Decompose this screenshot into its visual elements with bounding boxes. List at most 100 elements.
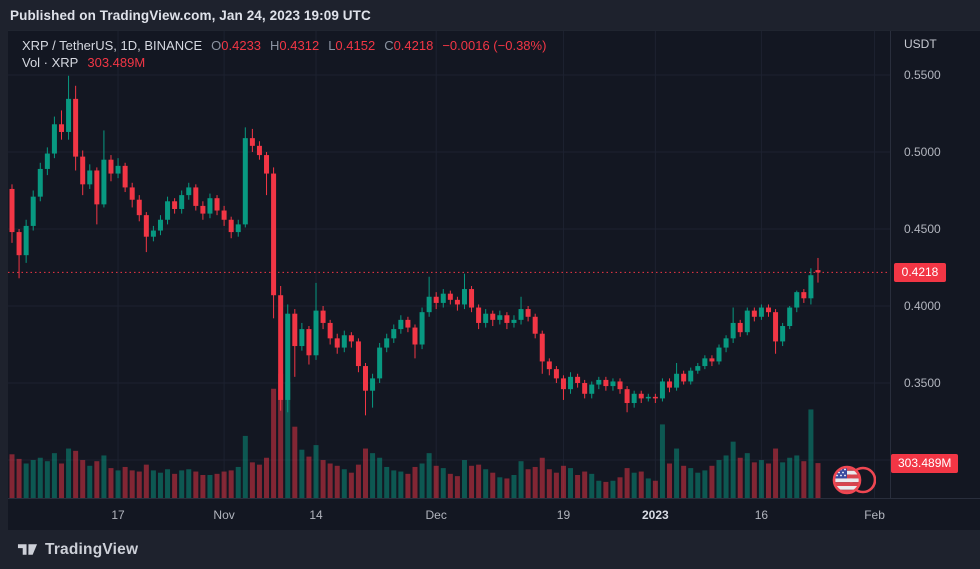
volume-bar <box>808 409 814 498</box>
volume-bar <box>214 473 220 498</box>
candle-body <box>235 224 241 233</box>
price-pane[interactable] <box>8 31 890 498</box>
price-axis-label: 0.3500 <box>904 376 941 390</box>
volume-bar <box>207 475 213 498</box>
volume-bar <box>589 473 595 498</box>
volume-bar <box>483 469 489 498</box>
candle-body <box>469 289 475 308</box>
tradingview-logo-text: TradingView <box>45 540 139 558</box>
volume-bar <box>306 456 312 498</box>
volume-bar <box>575 475 581 498</box>
volume-bar <box>497 477 503 498</box>
volume-bar <box>553 472 559 498</box>
volume-bar <box>235 466 241 498</box>
volume-bar <box>363 448 368 498</box>
candle-body <box>412 327 418 345</box>
candle-body <box>115 165 121 174</box>
volume-bar <box>256 464 262 498</box>
candle-body <box>256 145 262 156</box>
volume-badge: 303.489M <box>891 453 959 473</box>
volume-bar <box>780 462 786 498</box>
volume-bar <box>108 468 114 498</box>
volume-bar <box>674 448 680 498</box>
volume-bar <box>667 463 673 498</box>
volume-bar <box>596 480 602 498</box>
candle-body <box>73 98 79 157</box>
candle-body <box>780 326 786 342</box>
candle-body <box>348 335 354 342</box>
candle-body <box>377 347 383 379</box>
time-axis-label: Feb <box>864 508 885 522</box>
volume-bar <box>645 478 651 498</box>
volume-bar <box>398 471 404 498</box>
time-axis[interactable]: 17 Nov 14 Dec 19 2023 16 Feb <box>8 498 980 532</box>
quote-currency-label: USDT <box>904 37 937 51</box>
volume-bar <box>377 457 383 498</box>
candle-body <box>264 155 270 174</box>
candle-body <box>313 310 319 356</box>
candle-body <box>773 312 779 342</box>
candle-body <box>787 307 793 327</box>
volume-bar <box>143 464 149 498</box>
candle-body <box>186 187 192 196</box>
candle-body <box>575 376 581 383</box>
candle-body <box>292 313 298 347</box>
candle-body <box>631 393 637 404</box>
volume-bar <box>30 460 36 498</box>
volume-bar <box>193 471 199 498</box>
chart-legend: XRP / TetherUS, 1D, BINANCE O0.4233 H0.431… <box>22 37 546 71</box>
tradingview-logo[interactable]: TradingView <box>17 540 138 559</box>
candle-body <box>765 307 771 313</box>
candle-body <box>808 275 814 299</box>
volume-bar <box>688 468 694 498</box>
volume-bar <box>355 464 361 498</box>
volume-bar <box>631 472 637 498</box>
volume-bar <box>518 461 524 498</box>
volume-bar <box>51 453 57 498</box>
price-axis[interactable]: USDT 0.5500 0.5000 0.4500 0.4000 0.3500 0.42… <box>890 31 980 498</box>
price-axis-label: 0.4500 <box>904 222 941 236</box>
candle-body <box>667 381 673 388</box>
volume-bar <box>730 441 736 498</box>
candle-body <box>681 373 687 382</box>
chart-container[interactable]: XRP / TetherUS, 1D, BINANCE O0.4233 H0.431… <box>8 30 980 531</box>
volume-bar <box>723 455 729 498</box>
volume-bar <box>511 475 517 498</box>
candle-body <box>702 358 708 367</box>
candle-body <box>87 170 93 185</box>
time-axis-label: 17 <box>111 508 125 522</box>
candle-body <box>391 329 397 339</box>
volume-bar <box>695 472 701 498</box>
candle-body <box>674 373 680 388</box>
volume-bar <box>560 465 566 498</box>
candle-body <box>532 316 538 334</box>
candle-body <box>426 296 432 313</box>
candle-body <box>518 309 524 320</box>
volume-bar <box>504 478 510 498</box>
candle-body <box>51 124 57 154</box>
candle-body <box>157 219 163 231</box>
candle-body <box>172 201 178 209</box>
volume-bar <box>794 455 800 498</box>
candle-body <box>447 293 453 300</box>
candle-body <box>37 168 43 197</box>
volume-bar <box>737 457 743 498</box>
time-axis-label: 2023 <box>642 508 669 522</box>
volume-bar <box>186 469 192 498</box>
candle-body <box>221 210 227 220</box>
candle-body <box>341 335 347 348</box>
volume-bar <box>299 449 305 498</box>
volume-bar <box>115 470 121 498</box>
published-text: Published on TradingView.com, Jan 24, 20… <box>10 7 371 23</box>
us-flag-event-icon[interactable] <box>820 463 876 497</box>
footer-bar: TradingView <box>0 530 980 569</box>
candle-body <box>363 366 368 391</box>
volume-bar <box>659 424 665 498</box>
volume-bar <box>815 463 821 498</box>
volume-bar <box>157 472 163 498</box>
candle-body <box>320 310 326 323</box>
candle-body <box>688 370 694 382</box>
volume-bar <box>476 464 482 498</box>
candle-body <box>398 319 404 330</box>
candle-body <box>758 307 764 317</box>
